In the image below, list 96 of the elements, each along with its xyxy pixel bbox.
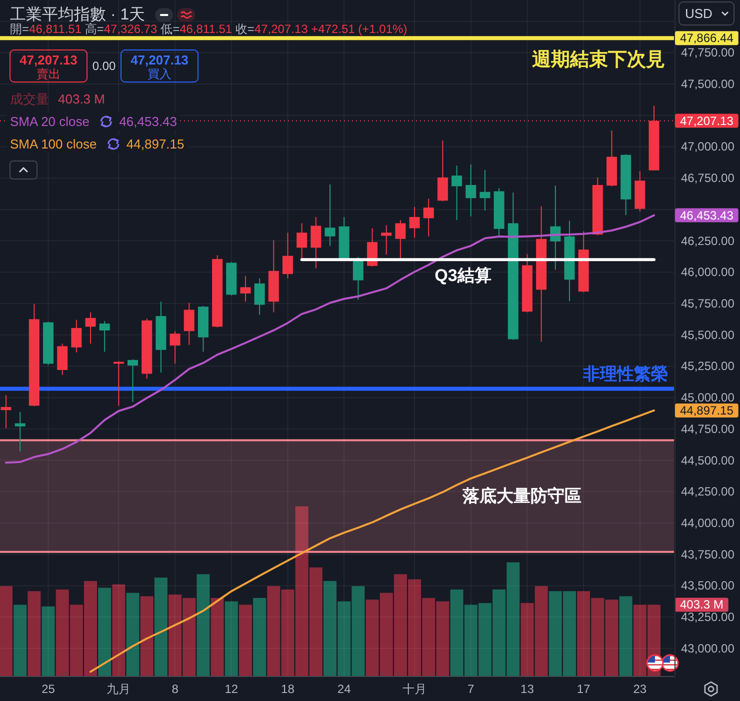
x-tick-label: 8 xyxy=(172,682,179,696)
bar xyxy=(0,586,12,676)
bar xyxy=(238,604,252,676)
candlestick xyxy=(184,302,194,346)
annotation: 47,207.13 xyxy=(20,52,78,68)
y-tick-label: 47,500.00 xyxy=(681,77,735,92)
bar xyxy=(14,604,27,676)
y-tick-label: 44,000.00 xyxy=(681,516,735,530)
x-tick-label: 12 xyxy=(224,682,238,696)
y-tick-label: 46,750.00 xyxy=(681,171,735,186)
text: 成交量 xyxy=(10,92,49,106)
candlestick xyxy=(437,140,448,202)
candlestick xyxy=(71,319,82,353)
annotation: 低=46,811.51 xyxy=(160,22,232,36)
text: 47,866.44 xyxy=(680,31,734,46)
text: 47,207.13 xyxy=(680,114,734,128)
y-tick-label: 44,750.00 xyxy=(681,422,735,436)
bar xyxy=(98,588,112,676)
bar xyxy=(28,591,41,676)
candlestick xyxy=(409,206,420,238)
x-tick-label: 九月 xyxy=(106,682,131,696)
annotation: 賣出 xyxy=(36,67,60,81)
candlestick xyxy=(466,164,476,217)
annotation: 開=46,811.51 xyxy=(10,22,82,36)
bar xyxy=(224,601,238,676)
y-tick-label: 43,250.00 xyxy=(681,610,735,624)
y-tick-label: 44,500.00 xyxy=(681,453,735,468)
candlestick xyxy=(14,411,26,452)
candlestick xyxy=(395,220,406,260)
x-tick-label: 18 xyxy=(281,682,295,696)
y-tick-label: 45,500.00 xyxy=(681,328,735,342)
x-tick-label: 25 xyxy=(42,682,56,696)
bar xyxy=(140,596,154,676)
bar xyxy=(112,584,126,676)
y-tick-label: 43,000.00 xyxy=(681,641,735,656)
bar xyxy=(126,592,140,676)
candlestick xyxy=(381,224,392,256)
bar xyxy=(196,574,210,676)
annotation: 落底大量防守區 xyxy=(462,486,582,506)
annotation: 46,453.43 xyxy=(119,114,178,129)
bar xyxy=(619,596,632,676)
text: SMA 20 close xyxy=(10,114,90,129)
text: SMA 100 close xyxy=(10,136,97,152)
y-tick-label: 45,750.00 xyxy=(681,296,735,311)
y-tick-label: 45,250.00 xyxy=(681,359,735,374)
candlestick xyxy=(324,184,336,246)
annotation: 47,207.13 xyxy=(130,52,188,68)
bar xyxy=(253,598,266,676)
line-series xyxy=(90,409,655,673)
annotation: 高=47,326.73 xyxy=(84,22,158,36)
candlestick xyxy=(452,165,462,221)
candlestick xyxy=(0,394,12,429)
y-tick-label: 46,000.00 xyxy=(681,265,735,280)
annotation: 買入 xyxy=(148,67,172,81)
y-tick-label: 45,000.00 xyxy=(681,390,735,405)
y-tick-label: 43,750.00 xyxy=(681,547,735,562)
candlestick xyxy=(57,343,68,376)
annotation: 403.3 M xyxy=(58,92,105,106)
y-tick-label: 47,750.00 xyxy=(681,46,735,60)
text: 44,897.15 xyxy=(680,403,734,418)
annotation: 收=47,207.13 xyxy=(235,22,308,36)
annotation: 0.00 xyxy=(92,59,116,73)
annotation: 44,897.15 xyxy=(126,136,184,152)
candlestick xyxy=(170,330,180,364)
y-tick-label: 46,250.00 xyxy=(681,234,735,248)
candlestick xyxy=(254,278,265,316)
candlestick xyxy=(128,358,138,402)
candlestick xyxy=(296,222,308,260)
x-tick-label: 13 xyxy=(520,682,534,696)
candlestick xyxy=(282,232,293,279)
y-tick-label: 44,250.00 xyxy=(681,484,735,499)
annotation: 週期結束下次見 xyxy=(531,48,665,71)
x-tick-label: 24 xyxy=(337,682,352,696)
candlestick xyxy=(423,198,434,237)
x-tick-label: 17 xyxy=(576,682,591,696)
y-tick-label: 47,000.00 xyxy=(681,140,735,154)
x-tick-label: 7 xyxy=(468,682,475,696)
text: 403.3 M xyxy=(680,598,724,612)
candlestick xyxy=(480,169,490,212)
annotation: 非理性繁榮 xyxy=(582,364,668,384)
x-tick-label: 23 xyxy=(633,682,647,696)
bar xyxy=(42,606,55,676)
candlestick xyxy=(310,216,322,269)
annotation: +472.51 (+1.01%) xyxy=(311,22,408,36)
bar xyxy=(154,578,168,676)
candlestick xyxy=(352,256,364,300)
candlestick xyxy=(240,275,251,302)
text: 46,453.43 xyxy=(680,208,734,222)
annotation: Q3結算 xyxy=(434,266,492,286)
chart-title: 工業平均指數 · 1天 xyxy=(10,6,146,24)
x-tick-label: 十月 xyxy=(402,682,427,696)
bar xyxy=(210,598,224,676)
text: USD xyxy=(685,6,712,21)
y-tick-label: 43,500.00 xyxy=(681,578,735,593)
candlestick xyxy=(85,312,96,344)
candlestick xyxy=(99,320,110,352)
